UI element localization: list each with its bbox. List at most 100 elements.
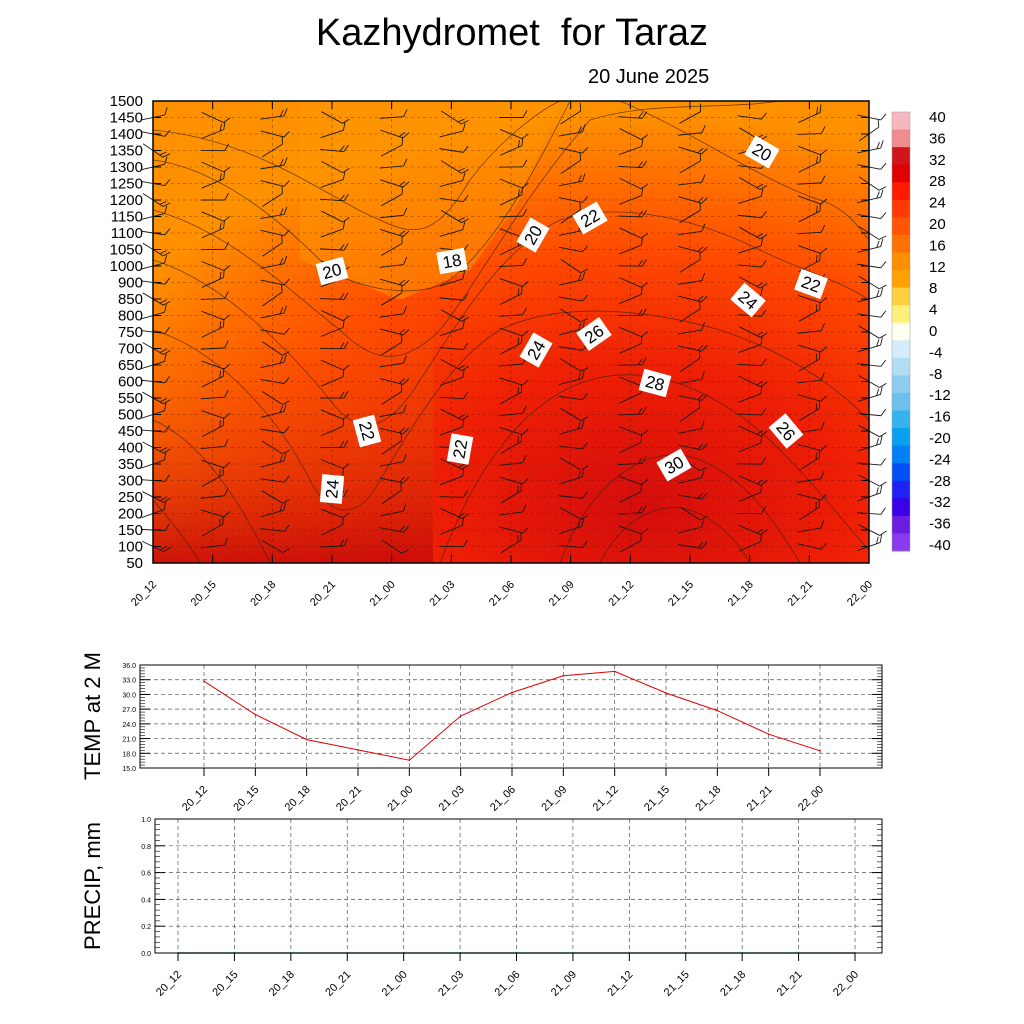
wind-barb (799, 498, 820, 521)
wind-barb-shaft (260, 528, 285, 532)
wind-barb (499, 476, 529, 485)
wind-barb-flag (761, 112, 767, 120)
wind-barb-shaft (379, 214, 404, 219)
wind-barb-flag (219, 123, 222, 132)
wind-barb (440, 517, 464, 535)
wind-barb (379, 158, 408, 169)
precipitation-x-tick-label: 20_18 (267, 969, 297, 999)
wind-barb-flag (697, 246, 704, 252)
wind-barb-shaft (321, 111, 343, 124)
wind-barb-flag (343, 144, 349, 152)
heatmap-y-tick-label: 700 (118, 341, 143, 358)
temperature-x-tick-label: 20_18 (283, 784, 313, 814)
wind-barb (440, 160, 469, 174)
wind-barb-flag (403, 453, 407, 462)
wind-barb-flag (403, 525, 410, 533)
wind-barb (499, 110, 528, 118)
wind-barb-flag (462, 172, 466, 181)
wind-barb-shaft (321, 210, 343, 223)
wind-barb-flag (279, 208, 284, 216)
wind-barb-flag (815, 501, 817, 510)
wind-barb-shaft (797, 543, 822, 550)
wind-barb-shaft (439, 148, 464, 153)
wind-barb-shaft (737, 413, 762, 416)
wind-barb (798, 350, 821, 372)
wind-barb-flag (582, 393, 588, 400)
temperature-x-tick-label: 20_15 (231, 784, 261, 814)
contour-label-text: 24 (322, 479, 343, 500)
wind-barb-flag (577, 471, 581, 479)
wind-barb (321, 516, 344, 536)
wind-barb-shaft (678, 428, 702, 434)
wind-barb-flag (641, 259, 647, 267)
wind-barb (560, 407, 589, 422)
heatmap-y-tick-label: 1250 (110, 176, 143, 193)
wind-barb-flag (223, 363, 231, 370)
wind-barb (201, 261, 231, 271)
wind-barb-shaft (797, 133, 822, 135)
wind-barb-flag (820, 323, 825, 331)
heatmap-y-tick-label: 1000 (110, 258, 143, 275)
wind-barb-flag (581, 469, 585, 478)
wind-barb (618, 525, 649, 535)
wind-barb-flag (880, 238, 884, 247)
colorbar-label: 32 (929, 152, 946, 169)
wind-barb (260, 229, 290, 237)
wind-barb-shaft (260, 509, 284, 518)
wind-barb-flag (343, 538, 349, 547)
wind-barb-flag (761, 407, 767, 416)
wind-barb-flag (163, 452, 167, 461)
wind-barb (797, 421, 825, 434)
wind-barb-shaft (320, 327, 344, 337)
wind-barb (618, 111, 648, 119)
heatmap-x-tick-label: 21_21 (785, 579, 815, 609)
colorbar-swatch (892, 515, 910, 534)
wind-barb (560, 102, 582, 125)
wind-barb-shaft (381, 341, 403, 356)
wind-barb (439, 418, 465, 436)
wind-barb-shaft (498, 264, 524, 268)
heatmap-y-tick-label: 500 (118, 407, 143, 424)
wind-barb-flag (876, 339, 880, 347)
wind-barb-flag (339, 441, 345, 448)
wind-barb-shaft (678, 181, 702, 186)
wind-barb-flag (342, 220, 346, 229)
wind-barb (558, 540, 588, 548)
wind-barb-shaft (200, 347, 225, 350)
wind-barb-flag (403, 207, 408, 216)
wind-barb-flag (698, 350, 701, 359)
colorbar-swatch (892, 410, 910, 429)
wind-barb-flag (219, 469, 221, 477)
wind-barb (500, 334, 523, 355)
colorbar-swatch (892, 199, 910, 218)
precipitation-x-tick-label: 20_15 (210, 969, 240, 999)
wind-barb (618, 259, 647, 267)
heatmap-x-tick-label: 21_15 (666, 579, 696, 609)
wind-barb-flag (640, 134, 649, 140)
wind-barb-flag (402, 230, 410, 237)
wind-barb-shaft (200, 495, 225, 499)
colorbar-label: -40 (929, 537, 951, 554)
wind-barb-shaft (379, 378, 404, 385)
wind-barb (200, 340, 229, 350)
wind-barb-flag (522, 454, 527, 463)
temperature-x-tick-label: 21_09 (539, 784, 569, 814)
wind-barb (320, 171, 346, 188)
wind-barb (619, 434, 643, 454)
contour-label-box (352, 414, 382, 448)
wind-barb (738, 326, 768, 338)
contour-line (152, 100, 571, 292)
colorbar-swatch (892, 252, 910, 271)
precipitation-y-tick-label: 0.2 (141, 924, 151, 931)
wind-barb-shaft (260, 115, 285, 120)
wind-barb-shaft (560, 258, 581, 274)
wind-barb-shaft (201, 277, 224, 288)
wind-barb-flag (760, 237, 764, 246)
wind-barb-shaft (381, 391, 402, 405)
wind-barb-shaft (738, 375, 761, 388)
temperature-grid (140, 665, 882, 768)
wind-barb (559, 518, 585, 535)
wind-barb-shaft (678, 280, 702, 285)
heatmap-y-tick-label: 650 (118, 357, 143, 374)
wind-barb-flag (163, 350, 171, 355)
